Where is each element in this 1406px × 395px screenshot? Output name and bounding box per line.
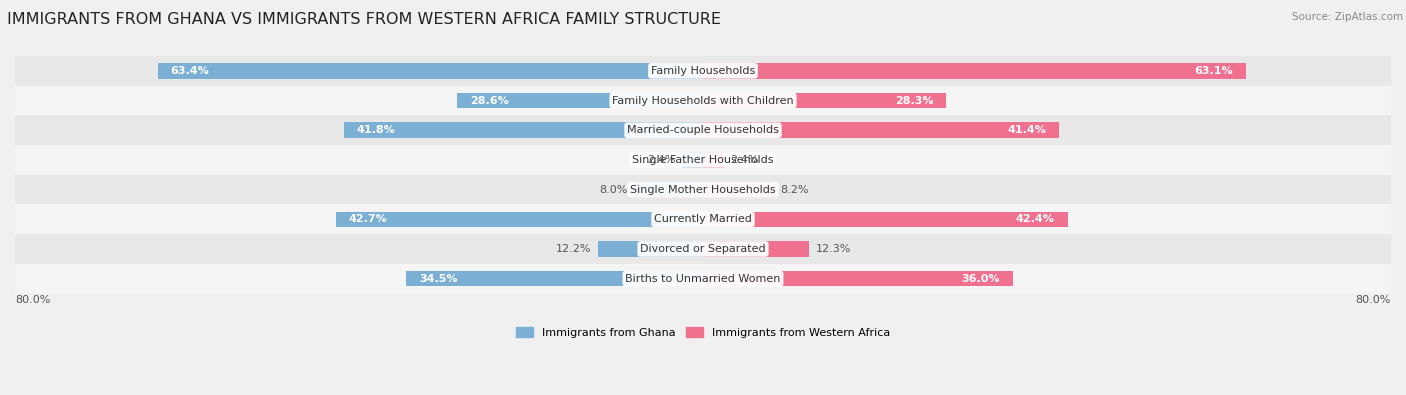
Text: Births to Unmarried Women: Births to Unmarried Women xyxy=(626,274,780,284)
Bar xyxy=(15,175,1391,204)
Text: 8.2%: 8.2% xyxy=(780,184,808,195)
Legend: Immigrants from Ghana, Immigrants from Western Africa: Immigrants from Ghana, Immigrants from W… xyxy=(512,323,894,342)
Text: IMMIGRANTS FROM GHANA VS IMMIGRANTS FROM WESTERN AFRICA FAMILY STRUCTURE: IMMIGRANTS FROM GHANA VS IMMIGRANTS FROM… xyxy=(7,12,721,27)
Text: 28.3%: 28.3% xyxy=(896,96,934,105)
Text: 80.0%: 80.0% xyxy=(15,295,51,305)
Text: 80.0%: 80.0% xyxy=(1355,295,1391,305)
Bar xyxy=(15,145,1391,175)
Bar xyxy=(457,93,703,108)
Bar xyxy=(703,152,724,167)
Text: 63.4%: 63.4% xyxy=(170,66,209,76)
Bar xyxy=(598,241,703,257)
Text: 42.4%: 42.4% xyxy=(1017,214,1054,224)
Text: 42.7%: 42.7% xyxy=(349,214,388,224)
Text: Single Father Households: Single Father Households xyxy=(633,155,773,165)
Bar xyxy=(15,204,1391,234)
Bar xyxy=(703,63,1246,79)
Text: 41.8%: 41.8% xyxy=(356,125,395,135)
Bar xyxy=(703,93,946,108)
Text: Family Households: Family Households xyxy=(651,66,755,76)
Bar xyxy=(15,234,1391,264)
Bar xyxy=(703,241,808,257)
Text: Currently Married: Currently Married xyxy=(654,214,752,224)
Text: 36.0%: 36.0% xyxy=(962,274,1000,284)
Bar xyxy=(15,115,1391,145)
Text: 34.5%: 34.5% xyxy=(419,274,458,284)
Bar xyxy=(703,122,1059,138)
Bar xyxy=(15,264,1391,293)
Text: 41.4%: 41.4% xyxy=(1007,125,1046,135)
Bar xyxy=(406,271,703,286)
Text: 12.3%: 12.3% xyxy=(815,244,851,254)
Bar xyxy=(343,122,703,138)
Text: 12.2%: 12.2% xyxy=(555,244,591,254)
Text: Divorced or Separated: Divorced or Separated xyxy=(640,244,766,254)
Bar xyxy=(15,56,1391,86)
Text: 63.1%: 63.1% xyxy=(1194,66,1233,76)
Text: 2.4%: 2.4% xyxy=(647,155,675,165)
Text: Married-couple Households: Married-couple Households xyxy=(627,125,779,135)
Bar xyxy=(703,271,1012,286)
Text: Family Households with Children: Family Households with Children xyxy=(612,96,794,105)
Bar xyxy=(703,212,1067,227)
Text: Source: ZipAtlas.com: Source: ZipAtlas.com xyxy=(1292,12,1403,22)
Bar xyxy=(703,182,773,197)
Text: 28.6%: 28.6% xyxy=(470,96,509,105)
Text: 2.4%: 2.4% xyxy=(731,155,759,165)
Bar xyxy=(336,212,703,227)
Bar xyxy=(682,152,703,167)
Text: 8.0%: 8.0% xyxy=(599,184,627,195)
Bar xyxy=(634,182,703,197)
Bar xyxy=(157,63,703,79)
Bar xyxy=(15,86,1391,115)
Text: Single Mother Households: Single Mother Households xyxy=(630,184,776,195)
